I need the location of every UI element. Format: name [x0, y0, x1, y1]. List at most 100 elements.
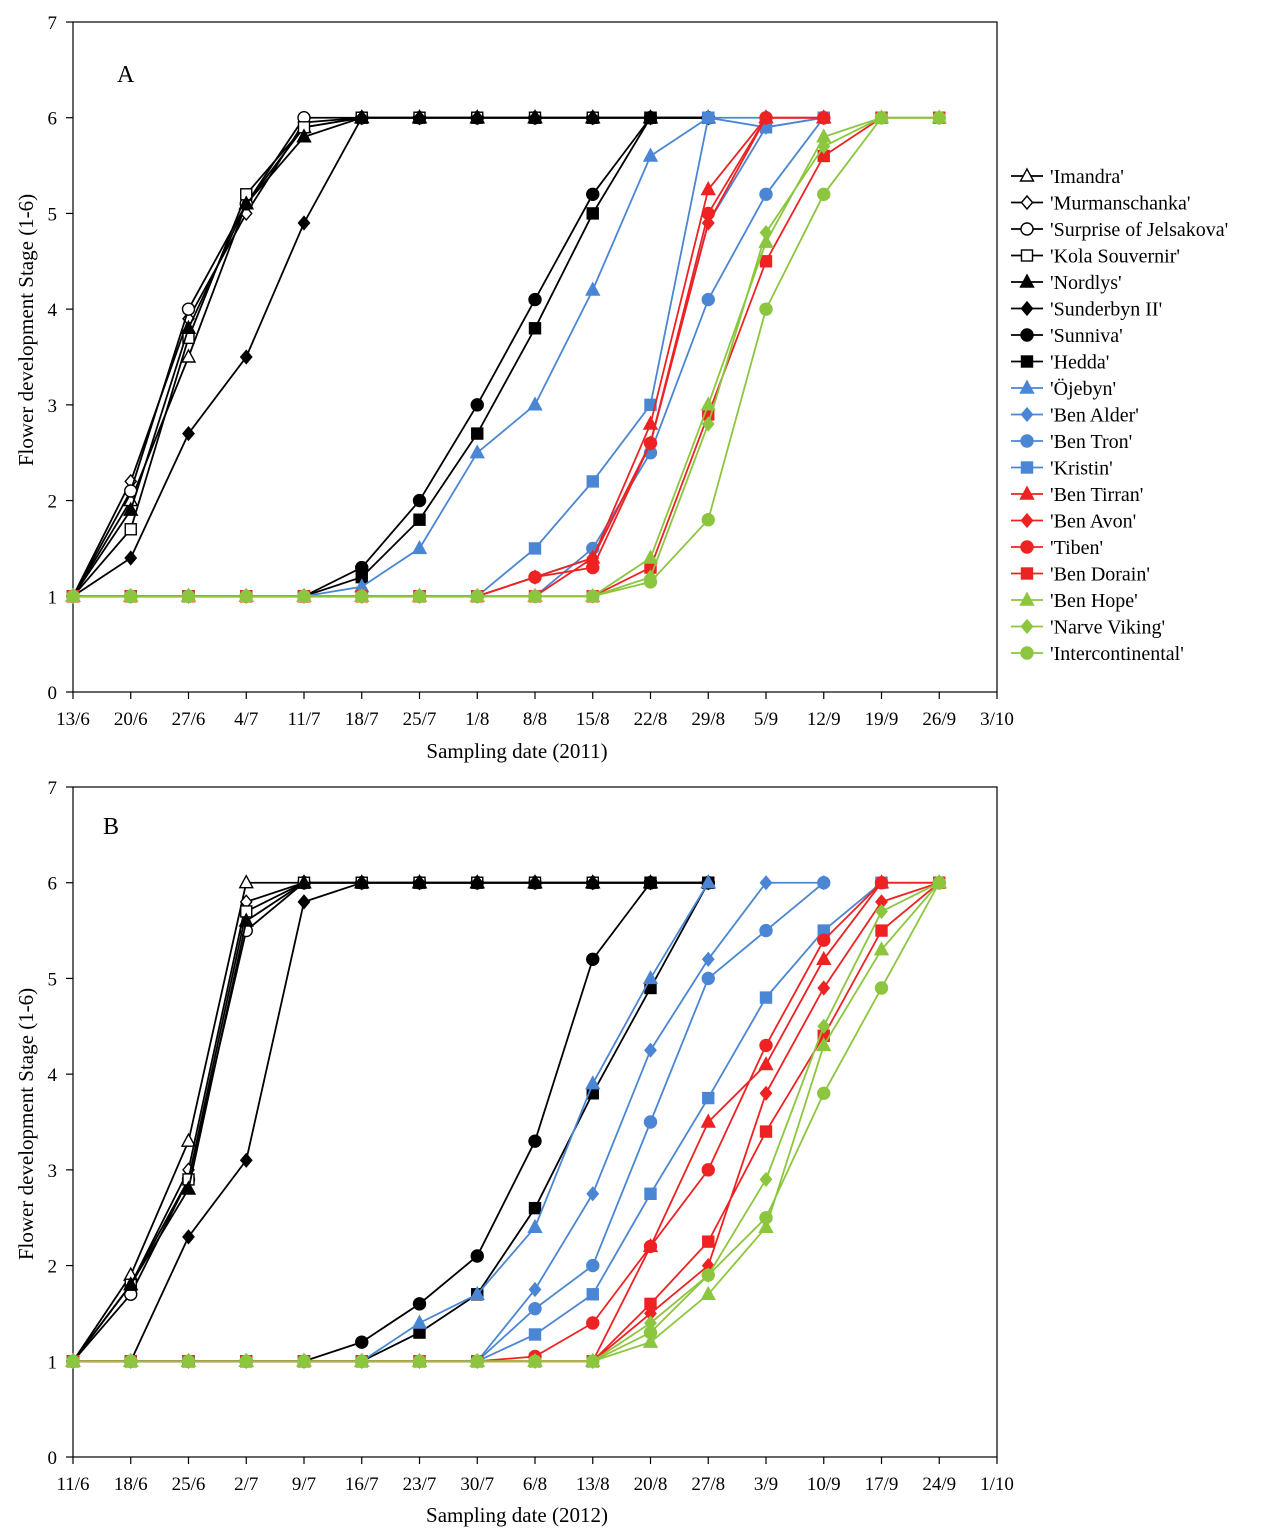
data-point: [297, 215, 311, 231]
data-point: [528, 1201, 542, 1215]
legend-item: 'Murmanschanka': [1011, 193, 1191, 215]
legend-label: 'Nordlys': [1050, 272, 1122, 294]
data-point: [701, 206, 715, 221]
legend-item: 'Ben Avon': [1011, 511, 1136, 533]
data-point: [355, 1354, 369, 1368]
data-point: [585, 281, 601, 296]
data-point: [643, 575, 658, 589]
y-tick-label: 3: [48, 1161, 58, 1182]
x-tick-label: 25/7: [403, 709, 437, 730]
x-tick-label: 20/8: [634, 1474, 668, 1495]
data-point: [759, 923, 773, 938]
series-line: [72, 881, 709, 1362]
x-tick-label: 13/8: [576, 1474, 610, 1495]
legend-item: 'Hedda': [1011, 352, 1109, 374]
data-point: [528, 1301, 542, 1316]
series-line: [72, 881, 709, 1362]
data-point: [701, 292, 715, 307]
legend-marker: [1019, 167, 1035, 182]
x-tick-label: 9/7: [292, 1474, 316, 1495]
legend-label: 'Surprise of Jelsakova': [1050, 219, 1228, 241]
data-point: [239, 589, 253, 603]
data-point: [412, 589, 427, 603]
data-point: [758, 1218, 774, 1233]
data-point: [586, 952, 600, 966]
data-point: [355, 589, 369, 603]
series-imandra: [65, 109, 716, 602]
series-sunniva: [66, 111, 715, 603]
y-tick-label: 1: [48, 1352, 58, 1373]
data-point: [470, 1249, 484, 1263]
series-kola-souvernir: [66, 111, 715, 603]
data-point: [470, 589, 484, 603]
x-tick-label: 1/10: [980, 1474, 1014, 1495]
legend-label: 'Ben Dorain': [1050, 564, 1150, 586]
series-nordlys: [65, 874, 716, 1367]
series-surprise-of-jelsakova: [66, 111, 715, 603]
legend-item: 'Imandra': [1011, 166, 1124, 188]
series-line: [73, 881, 709, 1363]
legend-item: 'Kristin': [1011, 458, 1113, 480]
data-point: [411, 1314, 428, 1329]
legend-label: 'Ben Alder': [1050, 405, 1139, 427]
data-point: [297, 589, 311, 603]
data-point: [586, 187, 600, 201]
x-tick-label: 11/6: [56, 1474, 89, 1495]
data-point: [586, 1258, 600, 1273]
series-hedda: [66, 876, 715, 1368]
series-jebyn: [65, 109, 832, 602]
legend-label: 'Kola Souvernir': [1050, 246, 1180, 268]
data-point: [470, 398, 484, 412]
data-point: [527, 396, 543, 411]
legend-item: 'Nordlys': [1011, 272, 1122, 294]
data-point: [644, 1187, 657, 1200]
data-point: [123, 1276, 139, 1291]
data-point: [297, 894, 311, 910]
data-point: [586, 589, 600, 603]
data-point: [296, 874, 312, 889]
series-tiben: [66, 111, 831, 603]
legend-marker: [1020, 406, 1034, 423]
x-tick-label: 19/9: [865, 709, 899, 730]
x-tick-label: 27/6: [172, 709, 206, 730]
data-point: [180, 348, 197, 363]
data-point: [700, 396, 716, 411]
data-point: [180, 1132, 197, 1147]
data-point: [586, 1316, 600, 1330]
series-line: [72, 881, 709, 1362]
legend-item: 'Sunderbyn II': [1011, 299, 1162, 321]
data-point: [527, 1218, 543, 1233]
series-ben-hope: [65, 109, 947, 602]
x-tick-label: 15/8: [576, 709, 610, 730]
data-point: [528, 292, 542, 307]
legend-label: 'Hedda': [1050, 352, 1109, 374]
data-point: [643, 436, 658, 450]
data-point: [701, 416, 715, 432]
data-point: [817, 980, 831, 996]
data-point: [528, 1354, 542, 1368]
series-sunderbyn-ii: [66, 875, 715, 1369]
data-point: [123, 501, 139, 516]
y-tick-label: 2: [48, 1257, 58, 1278]
data-point: [642, 969, 659, 985]
legend-item: 'Kola Souvernir': [1011, 246, 1180, 268]
legend-marker: [1020, 355, 1034, 368]
legend-label: 'Sunderbyn II': [1050, 299, 1162, 321]
data-point: [182, 1229, 195, 1245]
x-tick-label: 3/9: [754, 1474, 778, 1495]
series-line: [73, 882, 941, 1363]
data-point: [124, 589, 138, 603]
data-point: [471, 427, 484, 440]
data-point: [700, 1285, 716, 1300]
data-point: [412, 493, 427, 508]
data-point: [181, 302, 196, 316]
series-line: [73, 882, 710, 1363]
data-point: [181, 1354, 196, 1368]
data-point: [873, 941, 890, 956]
series-line: [72, 881, 709, 1362]
data-point: [355, 875, 369, 891]
y-tick-label: 6: [48, 874, 58, 895]
data-point: [817, 187, 831, 201]
legend-marker: [1019, 273, 1035, 288]
data-point: [643, 876, 658, 890]
